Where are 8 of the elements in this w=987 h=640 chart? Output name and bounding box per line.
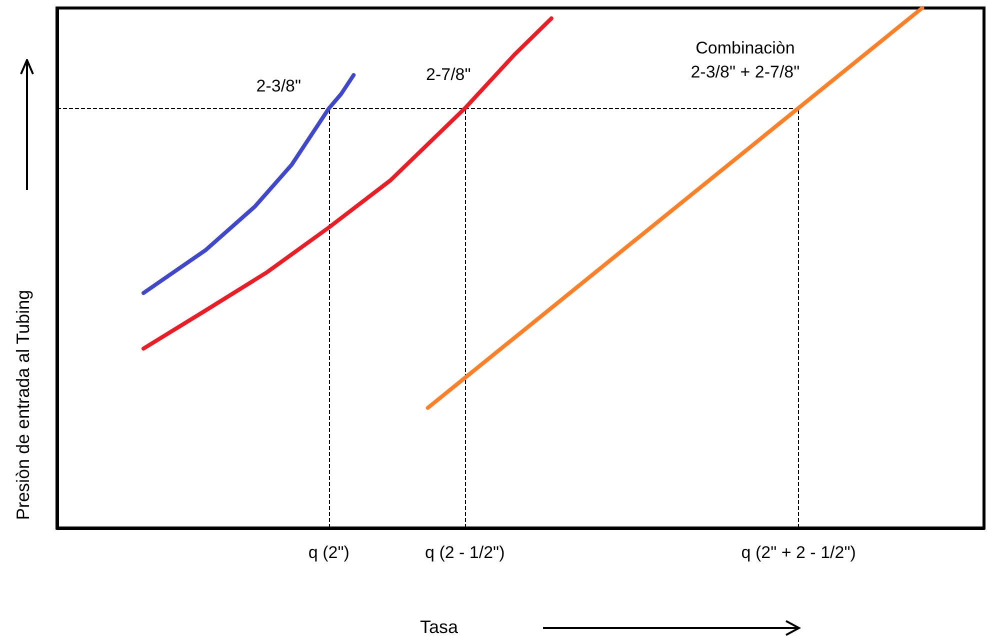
x-tick-label: q (2" + 2 - 1/2") bbox=[741, 543, 856, 562]
x-tick-label: q (2 - 1/2") bbox=[425, 543, 505, 562]
y-axis-title: Presiòn de entrada al Tubing bbox=[13, 290, 33, 520]
series-label: 2-3/8" bbox=[256, 76, 302, 96]
x-axis-title: Tasa bbox=[420, 617, 460, 637]
series-label: Combinaciòn 2-3/8" + 2-7/8" bbox=[690, 38, 800, 82]
series-label: 2-7/8" bbox=[426, 64, 471, 84]
x-tick-label: q (2") bbox=[308, 543, 350, 562]
